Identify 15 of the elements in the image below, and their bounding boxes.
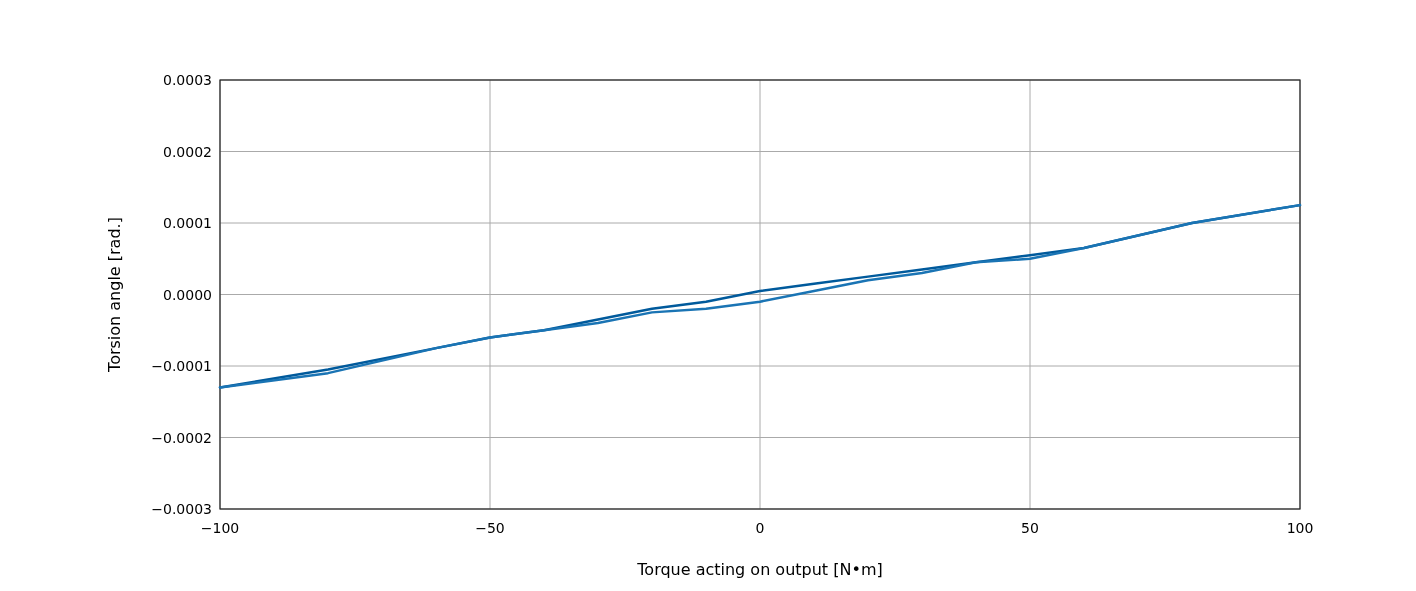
x-tick-label: 50 (1021, 520, 1039, 536)
y-tick-label: −0.0002 (151, 429, 212, 446)
y-tick-label: 0.0001 (163, 215, 212, 231)
y-tick-label: 0.0000 (163, 286, 212, 303)
x-axis-title: Torque acting on output [N•m] (636, 560, 883, 579)
x-tick-label: 100 (1286, 520, 1314, 536)
x-tick-label: −50 (475, 520, 505, 536)
y-tick-label: −0.0001 (151, 358, 212, 374)
y-tick-label: −0.0003 (151, 501, 212, 517)
y-tick-label: 0.0002 (163, 143, 212, 160)
y-tick-label: 0.0003 (163, 72, 212, 88)
line-series (218, 203, 1302, 389)
x-tick-label: 0 (755, 520, 765, 536)
y-axis-title: Torsion angle [rad.] (105, 217, 124, 373)
x-tick-label: −100 (200, 520, 240, 536)
